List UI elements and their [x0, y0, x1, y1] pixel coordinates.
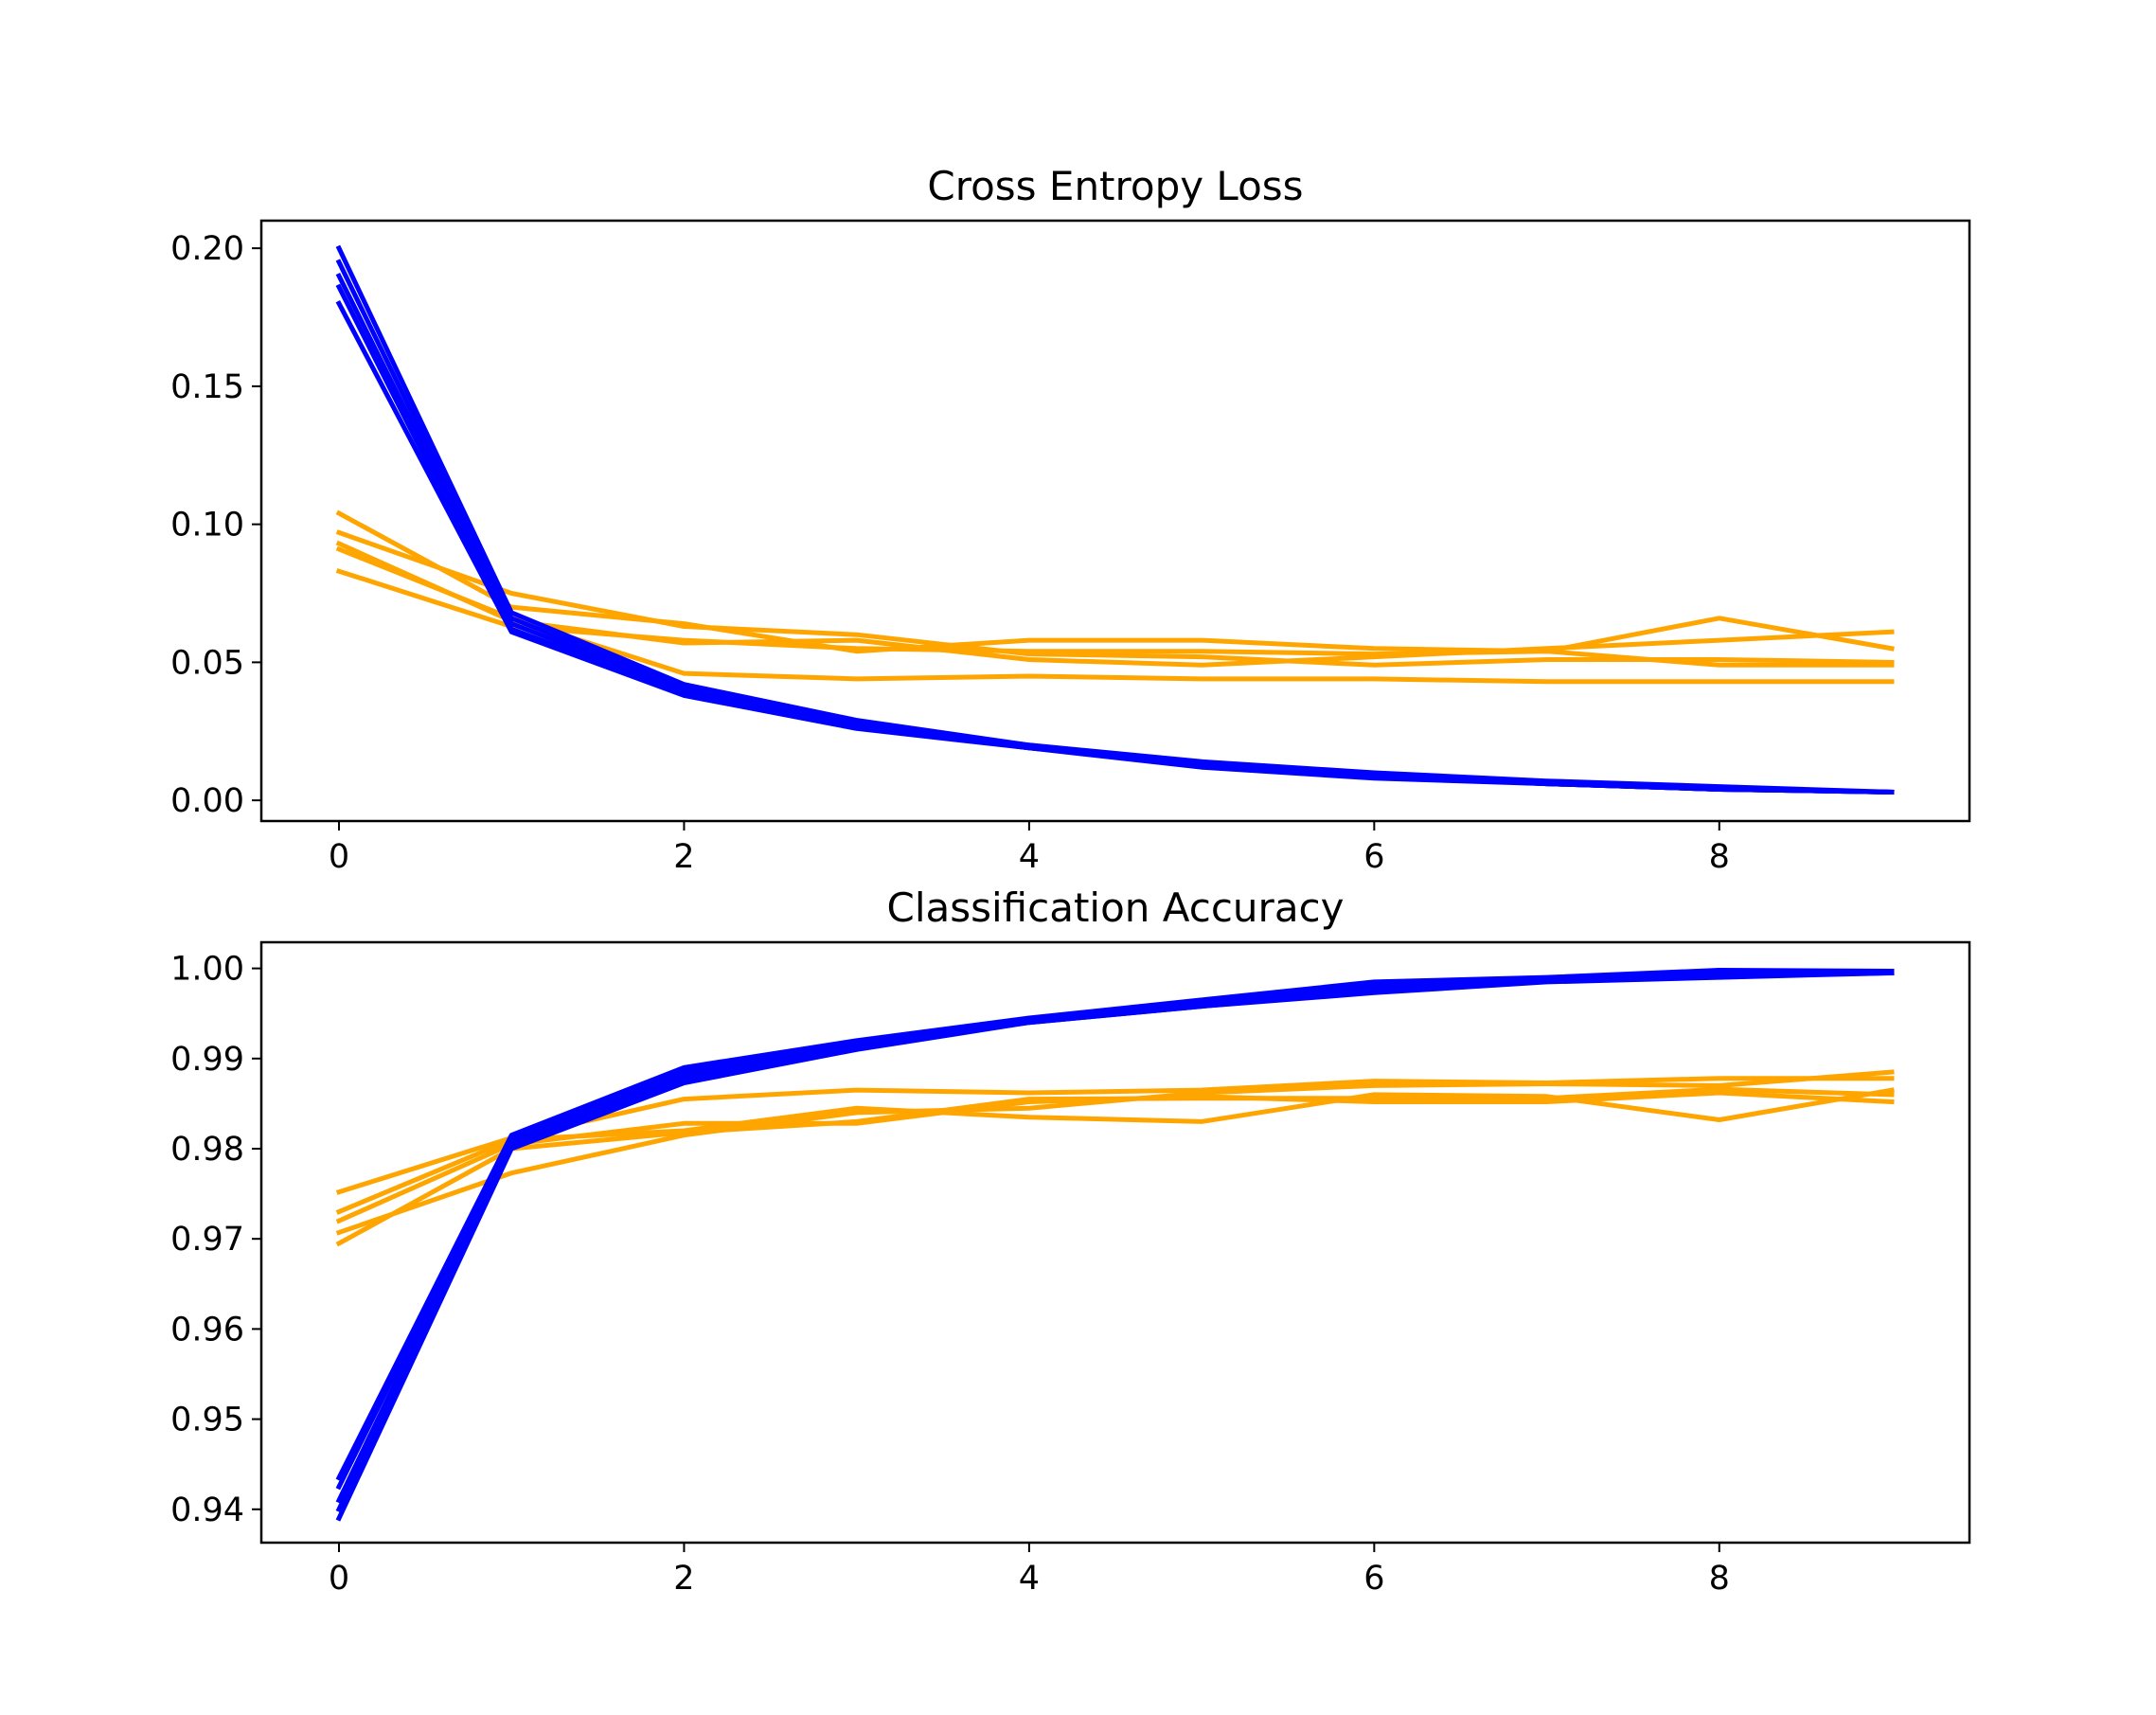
- test-series-line-8: [335, 545, 1895, 685]
- train-series-line-2: [335, 272, 1895, 795]
- accuracy-panel: Classification Accuracy 0 2 4 6 8 0.94 0.95 0.96…: [170, 884, 1971, 1598]
- x-tick-label: 0: [329, 1560, 349, 1598]
- x-tick-label: 4: [1019, 838, 1040, 876]
- test-series-line-9: [335, 568, 1895, 668]
- y-tick-label: 0.96: [170, 1311, 244, 1349]
- train-series-line-0: [335, 244, 1895, 795]
- y-tick-label: 0.97: [170, 1221, 244, 1259]
- x-tick-label: 2: [673, 838, 694, 876]
- train-series-line-4: [335, 300, 1895, 795]
- y-tick-label: 0.10: [170, 507, 244, 545]
- y-tick-label: 0.15: [170, 368, 244, 406]
- y-tick-label: 0.20: [170, 230, 244, 268]
- train-series-line-2: [335, 969, 1895, 1504]
- y-tick-label: 0.95: [170, 1402, 244, 1439]
- x-tick-label: 6: [1363, 838, 1384, 876]
- x-tick-label: 4: [1019, 1560, 1040, 1598]
- chart-title: Classification Accuracy: [887, 884, 1345, 931]
- test-series-line-6: [335, 1087, 1895, 1215]
- test-series-line-5: [335, 1076, 1895, 1195]
- train-series-line-0: [335, 968, 1895, 1481]
- y-tick-label: 0.94: [170, 1492, 244, 1529]
- train-series-line-1: [335, 259, 1895, 795]
- loss-panel: Cross Entropy Loss 0 2 4 6 8 0.00 0.05 0.10 0.15 0…: [170, 163, 1971, 876]
- x-tick-label: 8: [1709, 838, 1730, 876]
- test-series-line-9: [335, 1086, 1895, 1247]
- x-tick-label: 0: [329, 838, 349, 876]
- x-tick-label: 2: [673, 1560, 694, 1598]
- x-tick-label: 8: [1709, 1560, 1730, 1598]
- y-tick-label: 0.00: [170, 782, 244, 820]
- y-tick-label: 0.99: [170, 1041, 244, 1079]
- chart-title: Cross Entropy Loss: [927, 163, 1303, 209]
- y-tick-label: 0.98: [170, 1131, 244, 1169]
- axes-frame: [259, 219, 1971, 823]
- x-tick-label: 6: [1363, 1560, 1384, 1598]
- train-series-line-4: [335, 970, 1895, 1522]
- train-series-line-3: [335, 970, 1895, 1513]
- y-tick-label: 0.05: [170, 644, 244, 682]
- train-series-line-3: [335, 283, 1895, 795]
- y-tick-label: 1.00: [170, 951, 244, 989]
- train-series-line-1: [335, 969, 1895, 1491]
- axes-frame: [259, 940, 1971, 1545]
- test-series-line-5: [335, 509, 1895, 654]
